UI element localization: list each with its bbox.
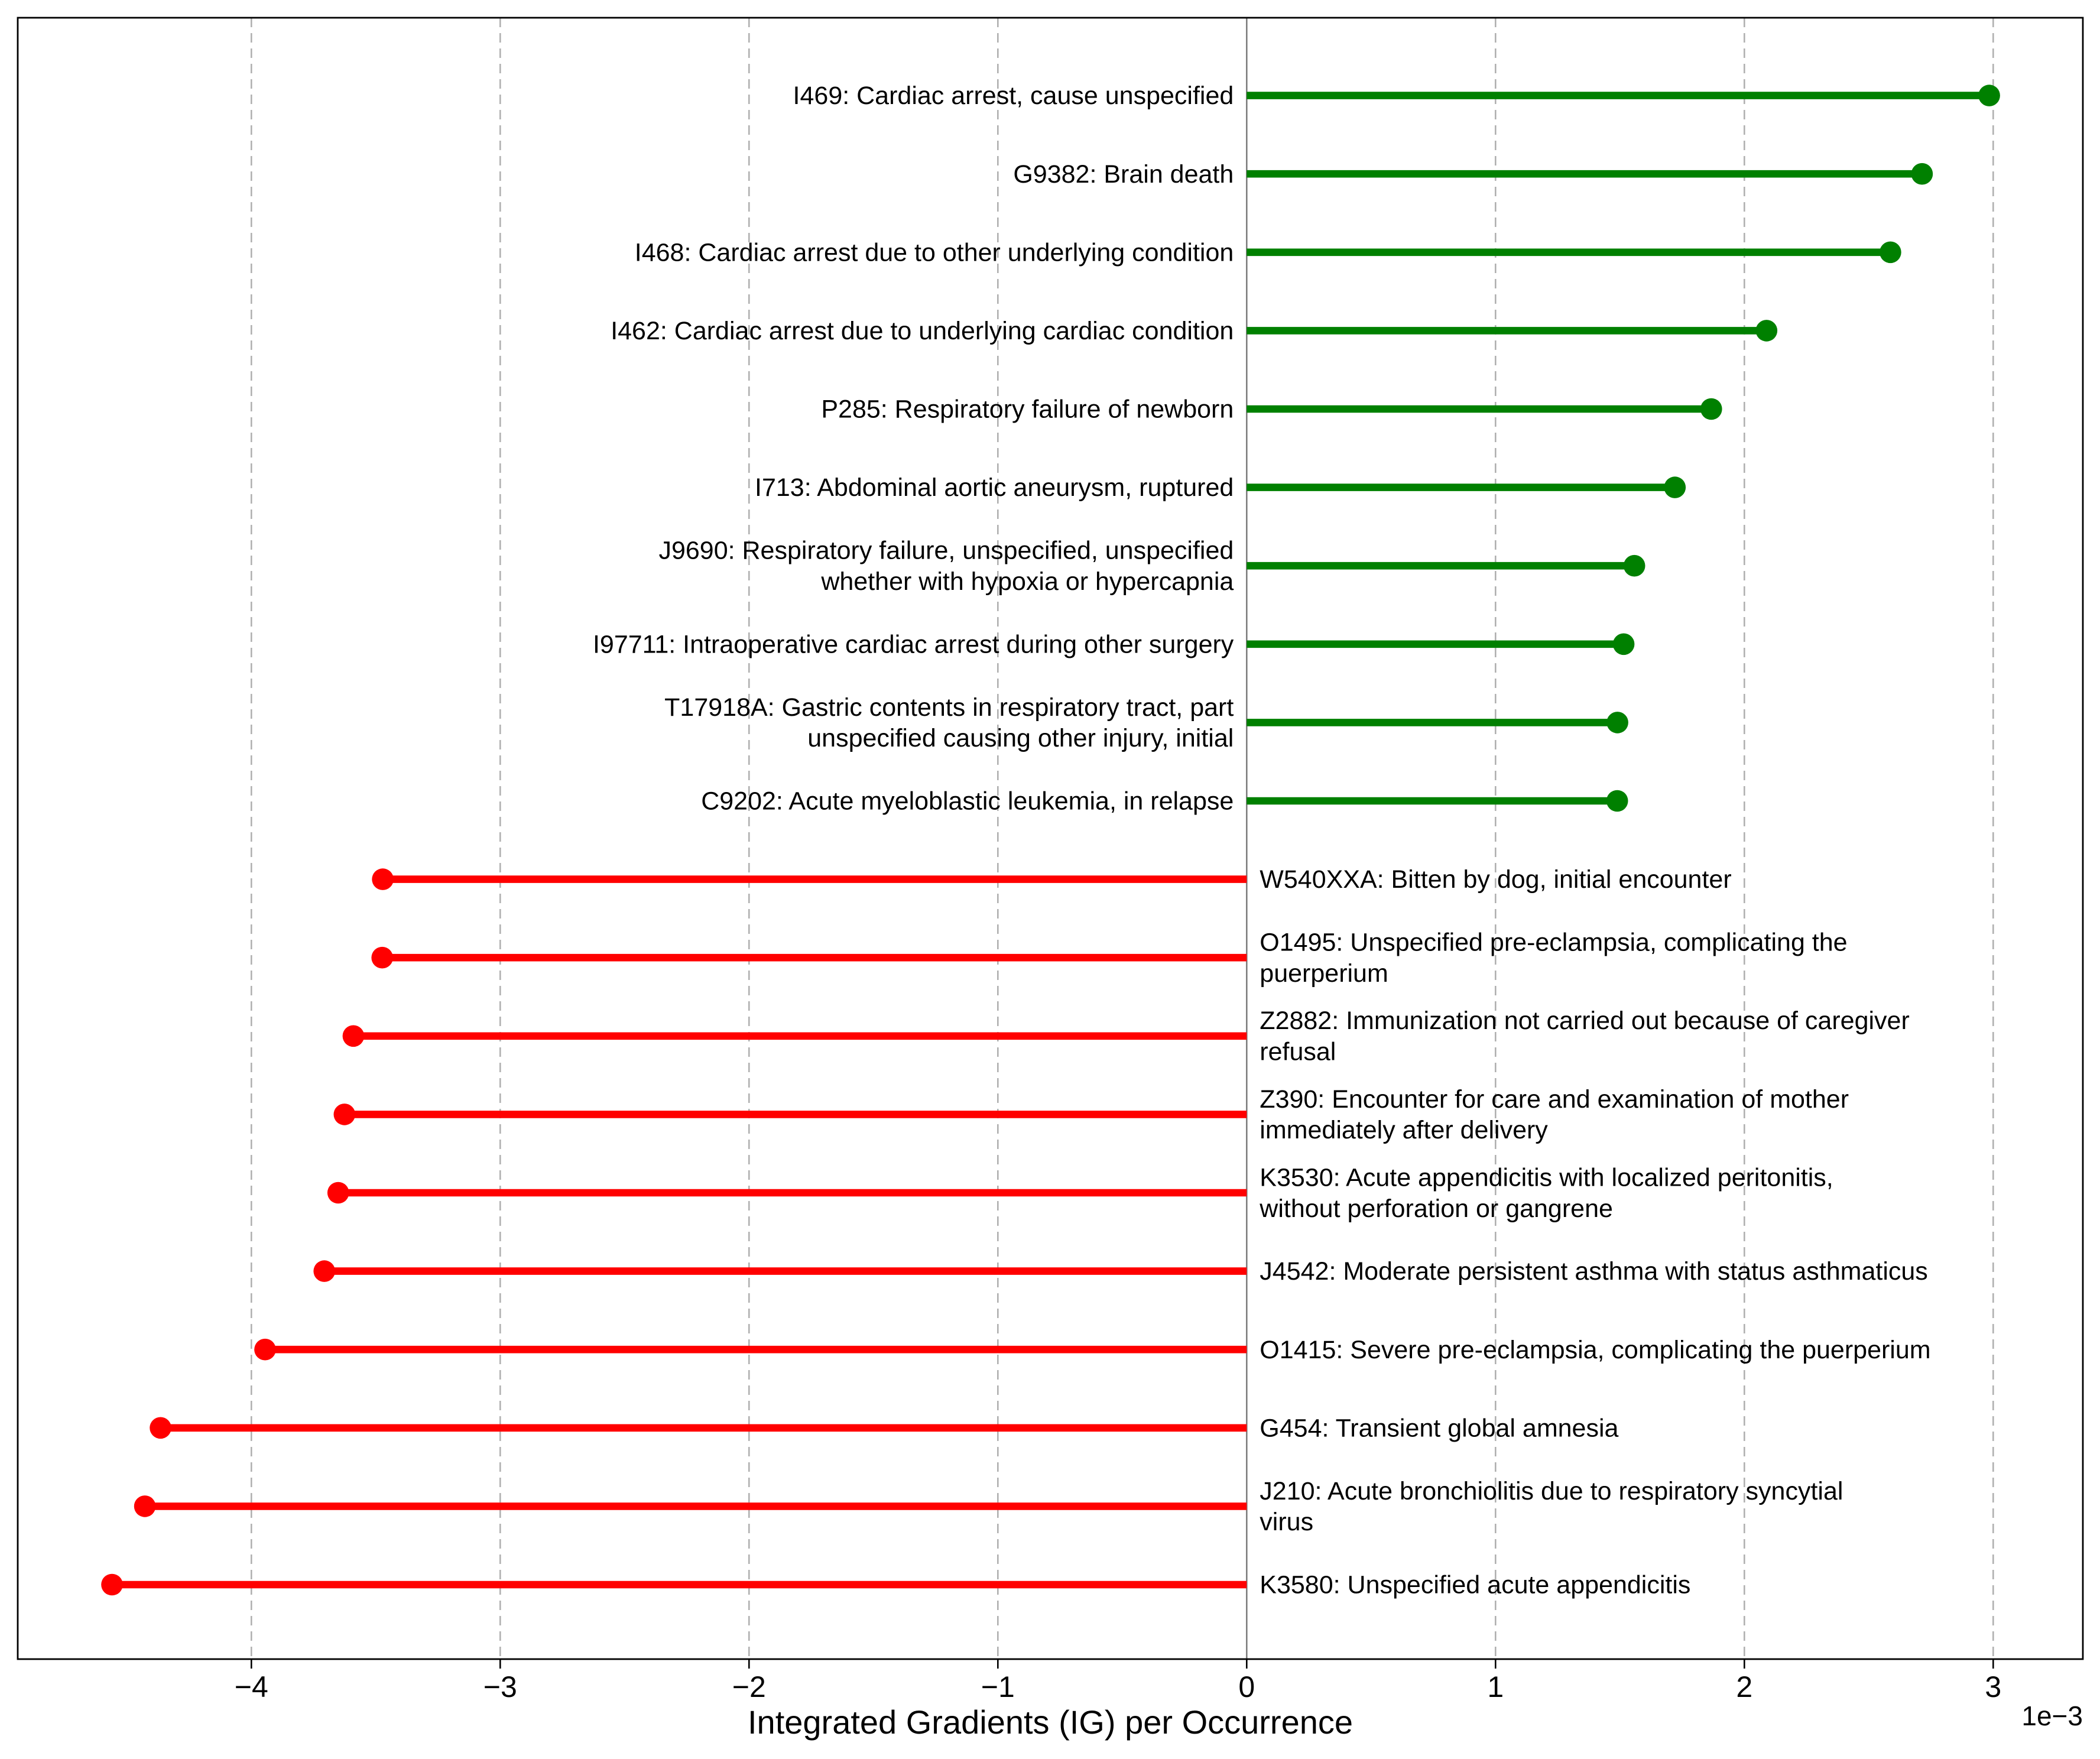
svg-text:J9690: Respiratory failure, un: J9690: Respiratory failure, unspecified,… bbox=[658, 537, 1234, 565]
svg-text:−4: −4 bbox=[235, 1670, 268, 1703]
svg-text:Z2882: Immunization not carrie: Z2882: Immunization not carried out beca… bbox=[1260, 1007, 1909, 1035]
svg-text:O1415: Severe pre-eclampsia, c: O1415: Severe pre-eclampsia, complicatin… bbox=[1260, 1336, 1930, 1364]
svg-text:whether with hypoxia or hyperc: whether with hypoxia or hypercapnia bbox=[820, 567, 1234, 596]
svg-text:P285: Respiratory failure of n: P285: Respiratory failure of newborn bbox=[821, 395, 1234, 424]
svg-text:−2: −2 bbox=[732, 1670, 766, 1703]
svg-text:refusal: refusal bbox=[1260, 1038, 1336, 1066]
svg-text:I462: Cardiac arrest due to un: I462: Cardiac arrest due to underlying c… bbox=[611, 317, 1234, 345]
svg-text:J210: Acute bronchiolitis due: J210: Acute bronchiolitis due to respira… bbox=[1260, 1477, 1843, 1505]
svg-text:1: 1 bbox=[1487, 1670, 1504, 1703]
svg-text:K3530: Acute appendicitis with: K3530: Acute appendicitis with localized… bbox=[1260, 1163, 1833, 1192]
svg-text:T17918A: Gastric contents in r: T17918A: Gastric contents in respiratory… bbox=[664, 693, 1234, 722]
svg-text:I97711: Intraoperative cardiac: I97711: Intraoperative cardiac arrest du… bbox=[593, 630, 1234, 658]
svg-text:1e−3: 1e−3 bbox=[2021, 1700, 2083, 1731]
svg-text:unspecified causing other inju: unspecified causing other injury, initia… bbox=[807, 724, 1234, 752]
svg-text:virus: virus bbox=[1260, 1508, 1313, 1536]
svg-text:−3: −3 bbox=[483, 1670, 517, 1703]
svg-text:2: 2 bbox=[1736, 1670, 1752, 1703]
svg-text:immediately after delivery: immediately after delivery bbox=[1260, 1116, 1548, 1144]
svg-text:W540XXA: Bitten by dog, initia: W540XXA: Bitten by dog, initial encounte… bbox=[1260, 865, 1731, 894]
svg-text:G454: Transient global amnesia: G454: Transient global amnesia bbox=[1260, 1414, 1618, 1442]
svg-text:puerperium: puerperium bbox=[1260, 959, 1388, 988]
svg-text:without perforation or gangren: without perforation or gangrene bbox=[1259, 1195, 1613, 1223]
svg-text:G9382: Brain death: G9382: Brain death bbox=[1013, 160, 1234, 189]
svg-text:O1495: Unspecified pre-eclamps: O1495: Unspecified pre-eclampsia, compli… bbox=[1260, 929, 1847, 957]
svg-text:Z390: Encounter for care and e: Z390: Encounter for care and examination… bbox=[1260, 1085, 1849, 1114]
svg-text:3: 3 bbox=[1985, 1670, 2001, 1703]
svg-text:J4542: Moderate persistent ast: J4542: Moderate persistent asthma with s… bbox=[1260, 1257, 1928, 1286]
svg-text:C9202: Acute myeloblastic leuk: C9202: Acute myeloblastic leukemia, in r… bbox=[701, 787, 1234, 816]
svg-text:I469: Cardiac arrest, cause un: I469: Cardiac arrest, cause unspecified bbox=[793, 82, 1234, 110]
svg-text:I468: Cardiac arrest due to ot: I468: Cardiac arrest due to other underl… bbox=[635, 238, 1234, 267]
svg-text:Integrated Gradients (IG) per: Integrated Gradients (IG) per Occurrence bbox=[748, 1703, 1353, 1741]
svg-text:0: 0 bbox=[1238, 1670, 1255, 1703]
svg-text:K3580: Unspecified acute appen: K3580: Unspecified acute appendicitis bbox=[1260, 1571, 1690, 1599]
svg-text:I713: Abdominal aortic aneurys: I713: Abdominal aortic aneurysm, rupture… bbox=[755, 473, 1234, 502]
svg-text:−1: −1 bbox=[981, 1670, 1015, 1703]
